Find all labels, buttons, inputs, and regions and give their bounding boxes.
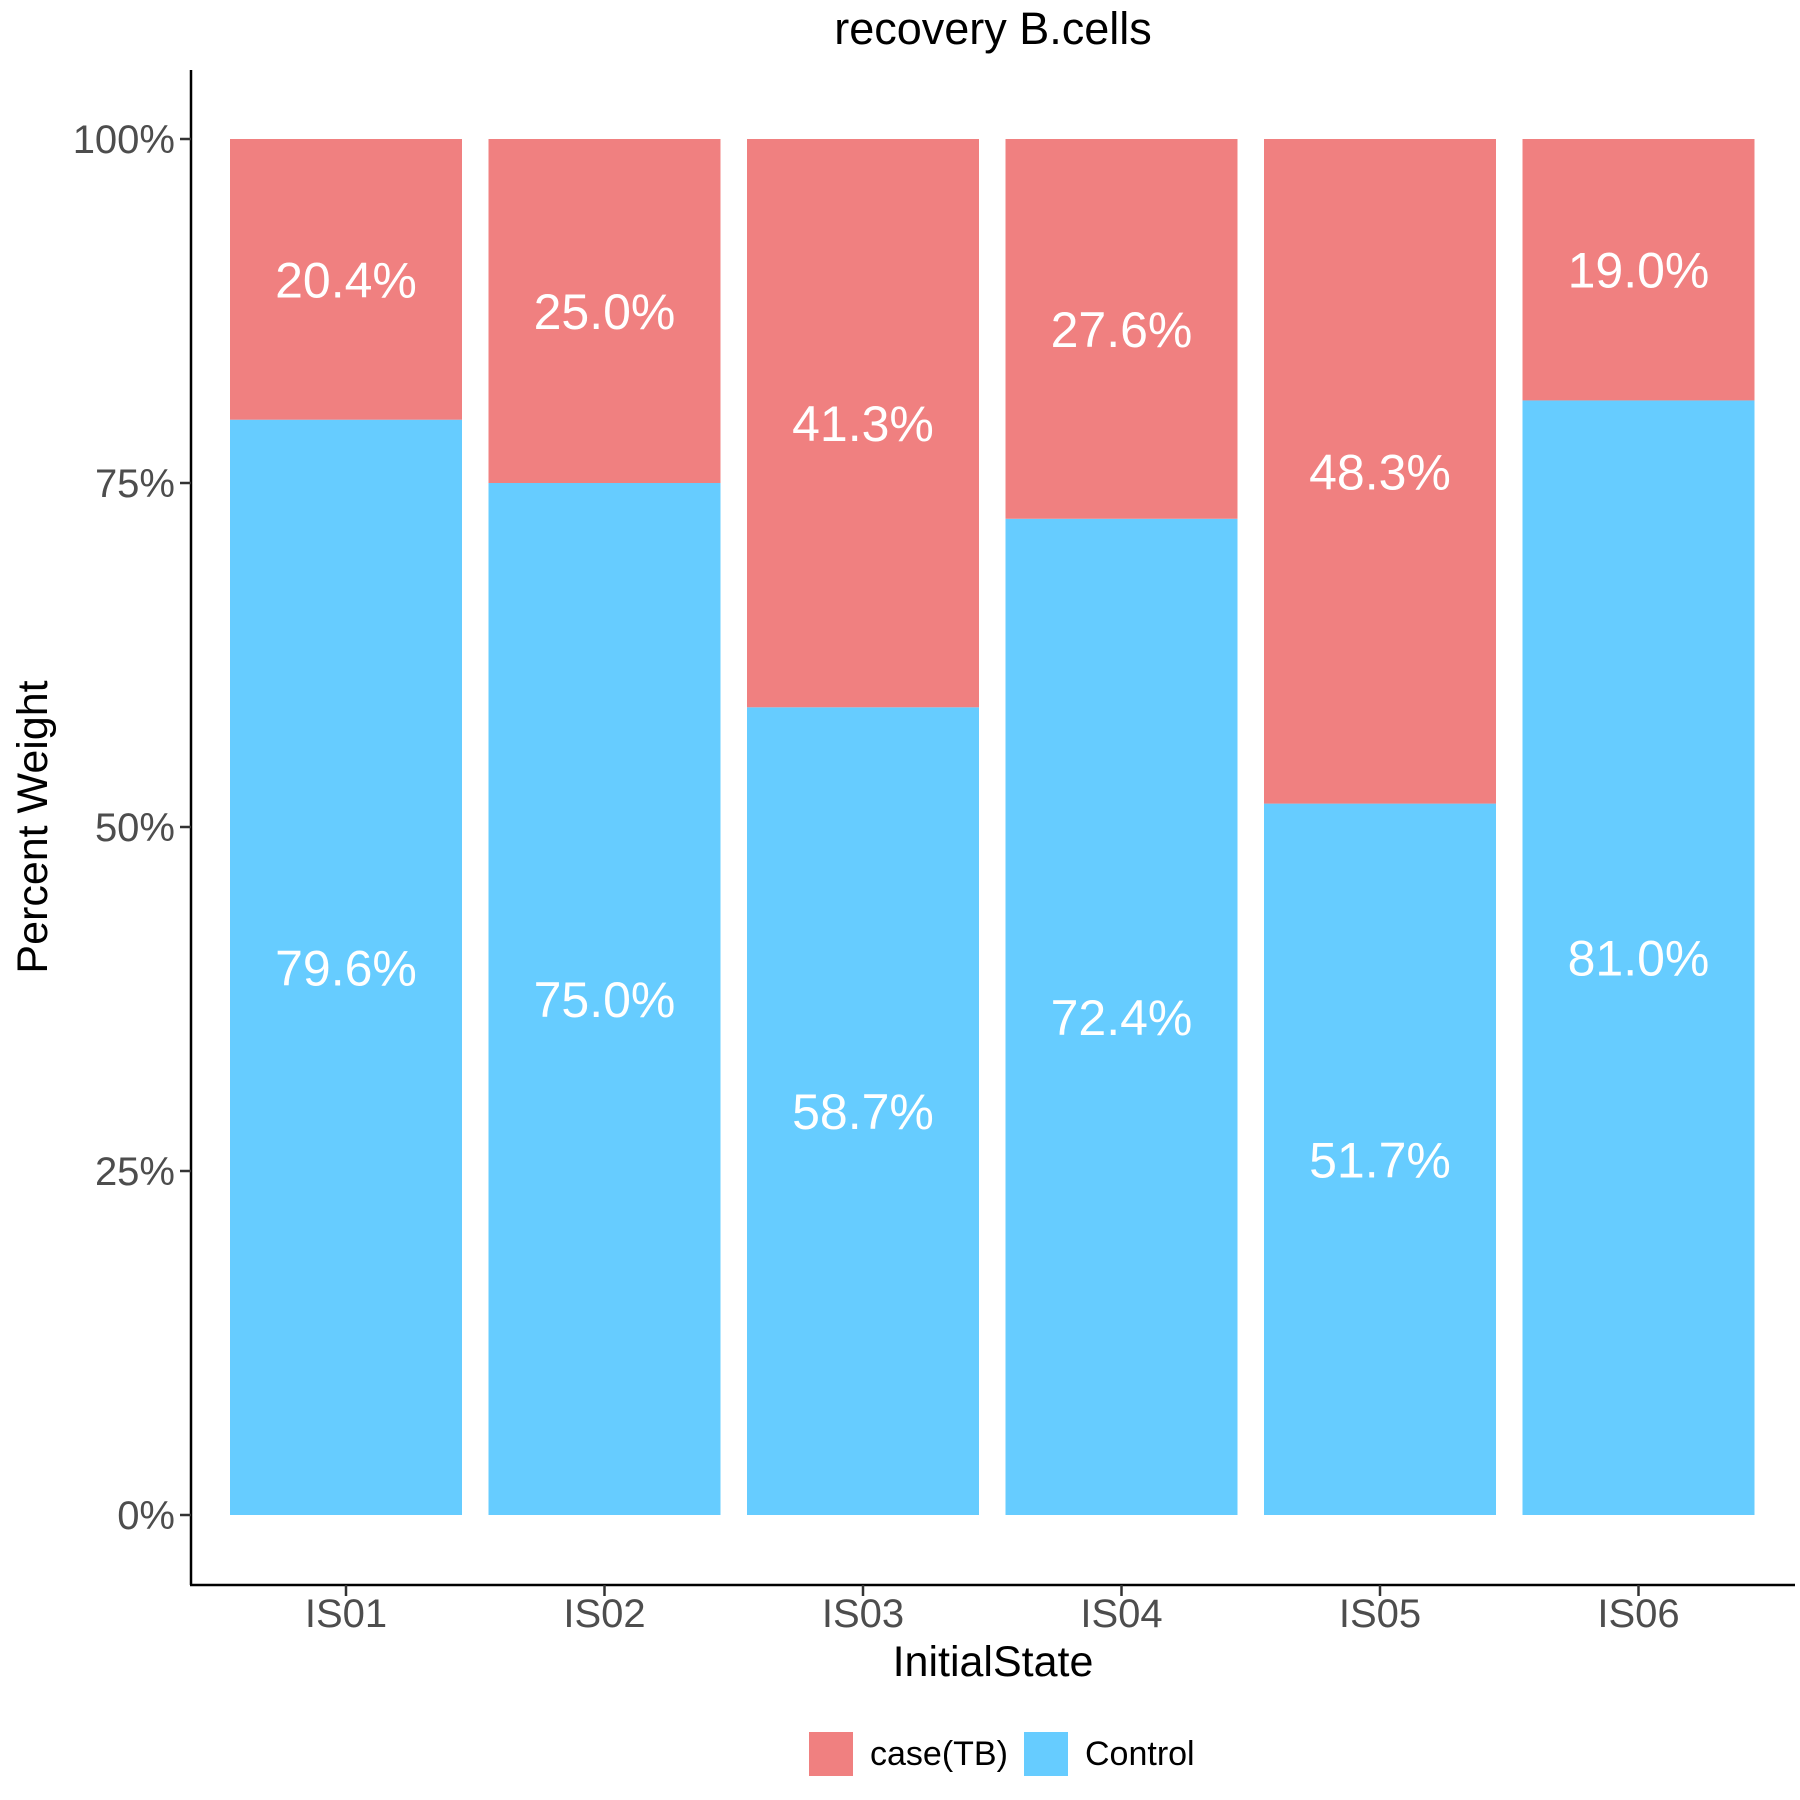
legend-swatch-control [1024,1732,1068,1776]
bar-is02-control [488,483,721,1515]
legend-label: case(TB) [870,1735,1008,1773]
bar-is04-control [1005,518,1238,1515]
bars-group [230,139,1755,1516]
bar-is04-case-tb [1005,139,1238,519]
y-tick-label: 25% [95,1150,175,1194]
bar-is05-case-tb [1264,139,1496,804]
x-tick-label: IS02 [563,1592,645,1636]
bar-is03-control [747,707,979,1515]
data-label: 41.3% [792,396,934,452]
x-tick-label: IS06 [1597,1592,1679,1636]
data-label: 75.0% [534,972,676,1028]
data-label: 81.0% [1568,931,1710,987]
y-tick-label: 50% [95,806,175,850]
bar-is05-control [1264,803,1496,1515]
bar-is01-control [230,419,462,1516]
bar-is03-case-tb [747,139,979,708]
y-tick-label: 75% [95,462,175,506]
y-axis-title: Percent Weight [9,680,57,973]
legend-swatch-case-tb [809,1732,853,1776]
x-tick-label: IS01 [305,1592,387,1636]
data-label: 25.0% [534,284,676,340]
data-label: 58.7% [792,1084,934,1140]
data-label: 27.6% [1051,302,1193,358]
y-tick-label: 100% [73,118,175,162]
x-tick-label: IS04 [1080,1592,1162,1636]
bar-is06-case-tb [1522,139,1755,401]
data-label: 20.4% [275,252,417,308]
data-label: 19.0% [1568,243,1710,299]
x-axis-title: InitialState [893,1638,1094,1686]
bar-is06-control [1522,400,1755,1516]
data-label: 48.3% [1309,444,1451,500]
x-ticks-group: IS01 IS02 IS03 IS04 IS05 IS06 [305,1585,1680,1636]
chart-title: recovery B.cells [834,3,1152,54]
y-tick-label: 0% [117,1494,175,1538]
data-label: 51.7% [1309,1132,1451,1188]
x-tick-label: IS05 [1339,1592,1421,1636]
y-ticks-group: 0% 25% 50% 75% 100% [73,118,191,1538]
data-label: 79.6% [275,940,417,996]
legend-label: Control [1085,1735,1195,1773]
bar-is02-case-tb [488,139,721,483]
bar-is01-case-tb [230,139,462,420]
data-label: 72.4% [1051,990,1193,1046]
data-labels-group: 79.6% 20.4% 75.0% 25.0% 58.7% 41.3% 72.4% 27.6%… [275,243,1709,1189]
x-tick-label: IS03 [822,1592,904,1636]
legend: case(TB) Control [809,1732,1195,1776]
